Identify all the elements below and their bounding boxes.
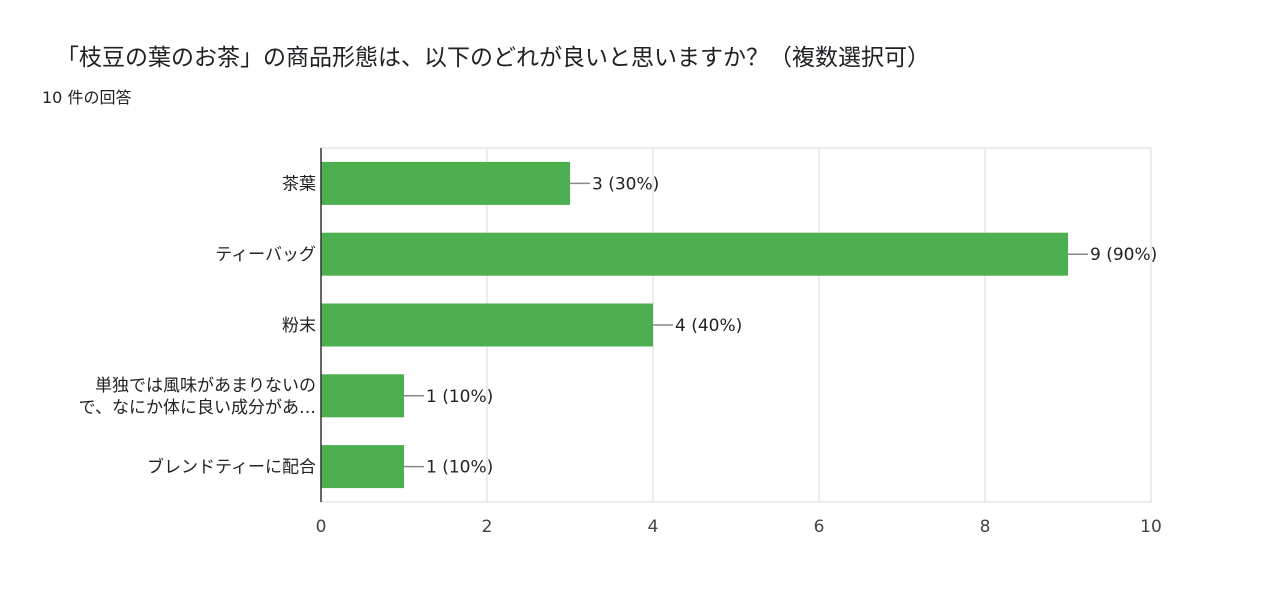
category-label: ブレンドティーに配合 bbox=[147, 457, 316, 478]
bar bbox=[321, 445, 404, 489]
data-label: 1 (10%) bbox=[426, 458, 493, 478]
response-count: 10 件の回答 bbox=[42, 88, 132, 107]
data-label: 1 (10%) bbox=[426, 387, 493, 407]
category-label: 茶葉 bbox=[282, 174, 316, 194]
bar bbox=[321, 161, 570, 205]
x-tick-label: 6 bbox=[814, 517, 825, 537]
category-label: ティーバッグ bbox=[215, 245, 316, 265]
category-label: 単独では風味があまりないの bbox=[95, 376, 316, 396]
data-label: 9 (90%) bbox=[1090, 245, 1157, 265]
x-tick-label: 10 bbox=[1140, 517, 1162, 537]
category-label: 粉末 bbox=[282, 316, 316, 336]
category-label: で、なにか体に良い成分があ… bbox=[79, 398, 316, 418]
x-tick-label: 8 bbox=[980, 517, 991, 537]
x-tick-label: 0 bbox=[316, 517, 327, 537]
x-tick-label: 4 bbox=[648, 517, 659, 537]
bar bbox=[321, 374, 404, 418]
x-tick-label: 2 bbox=[482, 517, 493, 537]
question-title: 「枝豆の葉のお茶」の商品形態は、以下のどれが良いと思いますか？（複数選択可） bbox=[56, 45, 930, 71]
bar bbox=[321, 232, 1068, 276]
data-label: 3 (30%) bbox=[592, 174, 659, 194]
data-label: 4 (40%) bbox=[675, 316, 742, 336]
bar bbox=[321, 303, 653, 347]
